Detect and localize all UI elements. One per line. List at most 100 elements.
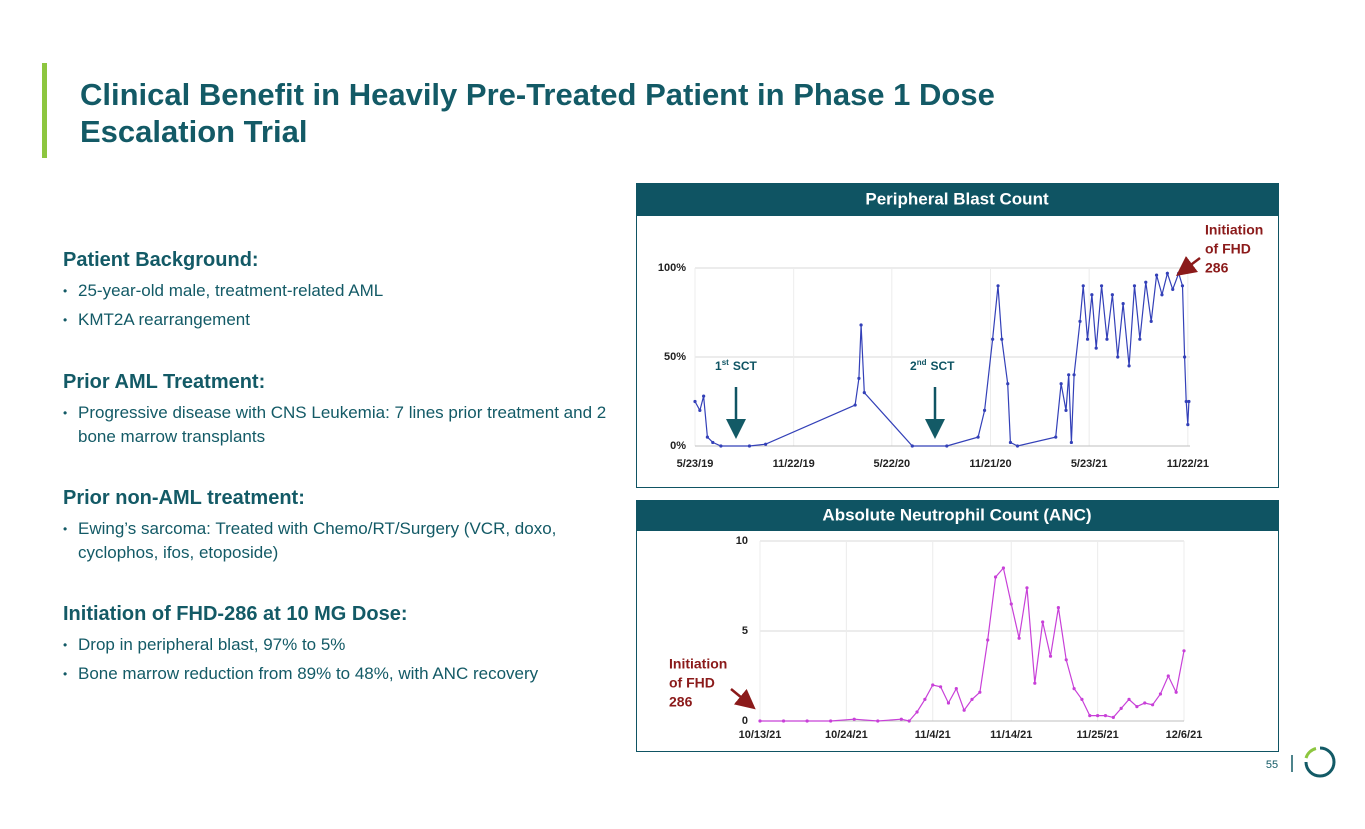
data-point	[1154, 273, 1159, 277]
data-point	[1006, 382, 1010, 386]
data-point	[1119, 706, 1123, 711]
data-point	[1143, 701, 1147, 705]
annotation: 2nd SCT	[910, 358, 955, 373]
accent-bar	[42, 63, 47, 158]
data-point	[1132, 284, 1137, 288]
data-point	[1085, 337, 1090, 341]
callout-text: 286	[1205, 260, 1229, 276]
chart-frame	[636, 183, 1279, 488]
data-point	[1103, 714, 1108, 718]
chart-header	[636, 500, 1279, 531]
y-tick-label: 0%	[670, 440, 686, 452]
data-point	[1009, 602, 1013, 606]
data-point	[1138, 337, 1142, 341]
bullet: 25-year-old male, treatment-related AML	[63, 279, 624, 303]
bullet: KMT2A rearrangement	[63, 308, 624, 332]
logo	[1304, 747, 1317, 759]
data-point	[853, 403, 857, 407]
slide-title: Clinical Benefit in Heavily Pre-Treated …	[80, 77, 995, 149]
x-tick-label: 11/4/21	[915, 729, 951, 741]
data-point	[910, 444, 914, 448]
y-tick-label: 50%	[664, 351, 686, 363]
section-heading: Initiation of FHD-286 at 10 MG Dose:	[63, 603, 408, 625]
data-point	[859, 323, 863, 327]
data-point	[954, 687, 958, 691]
data-point	[1116, 355, 1120, 359]
data-point	[1072, 687, 1076, 691]
data-point	[970, 697, 974, 702]
x-tick-label: 11/25/21	[1077, 729, 1119, 741]
data-point	[1088, 714, 1092, 718]
data-point	[986, 638, 990, 642]
chart-title: Peripheral Blast Count	[865, 189, 1049, 208]
x-tick-label: 11/22/21	[1167, 458, 1209, 470]
x-tick-label: 5/23/21	[1071, 458, 1108, 470]
data-point	[915, 710, 919, 714]
data-point	[1149, 319, 1153, 323]
data-point	[1160, 293, 1164, 297]
data-point	[1048, 654, 1053, 658]
data-point	[1000, 337, 1004, 341]
callout-text: 286	[669, 694, 693, 710]
data-point	[996, 284, 1000, 288]
x-tick-label: 12/6/21	[1166, 729, 1203, 741]
data-point	[1059, 382, 1063, 386]
data-point	[1165, 271, 1169, 275]
data-point	[1166, 674, 1170, 678]
data-point	[747, 444, 752, 448]
data-point	[1054, 435, 1058, 439]
callout-text: of FHD	[669, 675, 715, 691]
section-heading: Prior AML Treatment:	[63, 371, 266, 393]
data-point	[1056, 606, 1060, 610]
bullet-list: Drop in peripheral blast, 97% to 5% Bone …	[63, 633, 633, 686]
chart-frame	[636, 500, 1279, 752]
data-point	[946, 701, 951, 705]
section: Prior AML Treatment: Progressive disease …	[63, 369, 633, 454]
x-tick-label: 11/21/20	[969, 458, 1011, 470]
x-tick-label: 11/14/21	[990, 729, 1032, 741]
annotation-suffix: nd	[917, 358, 927, 367]
x-tick-label: 11/22/19	[773, 458, 815, 470]
data-point	[976, 435, 980, 439]
data-point	[1072, 373, 1076, 377]
data-point	[1064, 658, 1068, 662]
x-tick-label: 10/13/21	[739, 729, 782, 741]
section: Prior non-AML treatment: Ewing’s sarcoma:…	[63, 485, 633, 570]
annotation-number: 2	[910, 359, 917, 373]
y-tick-label: 10	[736, 535, 748, 547]
data-point	[938, 685, 943, 689]
data-point	[1105, 337, 1109, 341]
data-point	[1121, 302, 1125, 306]
data-point	[1099, 284, 1104, 288]
data-point	[978, 690, 982, 694]
data-point	[1069, 440, 1073, 445]
data-point	[764, 442, 768, 446]
annotation: 1st SCT	[715, 358, 757, 373]
data-point	[1041, 620, 1045, 624]
x-tick-label: 5/23/19	[677, 458, 714, 470]
data-point	[1144, 280, 1148, 284]
data-point	[1094, 346, 1098, 350]
data-point	[1110, 293, 1114, 297]
data-point	[1111, 715, 1115, 720]
data-point	[862, 391, 866, 395]
bullet: Bone marrow reduction from 89% to 48%, w…	[63, 662, 624, 686]
bullet: Drop in peripheral blast, 97% to 5%	[63, 633, 624, 657]
data-point	[698, 408, 702, 412]
data-point	[993, 575, 998, 579]
data-point	[1078, 319, 1082, 323]
data-point	[705, 435, 710, 439]
data-point	[1183, 355, 1187, 359]
data-point	[1177, 271, 1181, 275]
data-point	[1171, 287, 1175, 291]
data-point	[829, 719, 833, 723]
bullet-list: 25-year-old male, treatment-related AML K…	[63, 279, 633, 332]
data-point	[758, 719, 762, 723]
data-point	[1135, 705, 1139, 709]
data-point	[1096, 714, 1100, 718]
bullet: Ewing’s sarcoma: Treated with Chemo/RT/S…	[63, 517, 624, 565]
data-point	[1184, 399, 1188, 404]
callout-text: Initiation	[669, 656, 727, 672]
data-point	[899, 717, 903, 721]
